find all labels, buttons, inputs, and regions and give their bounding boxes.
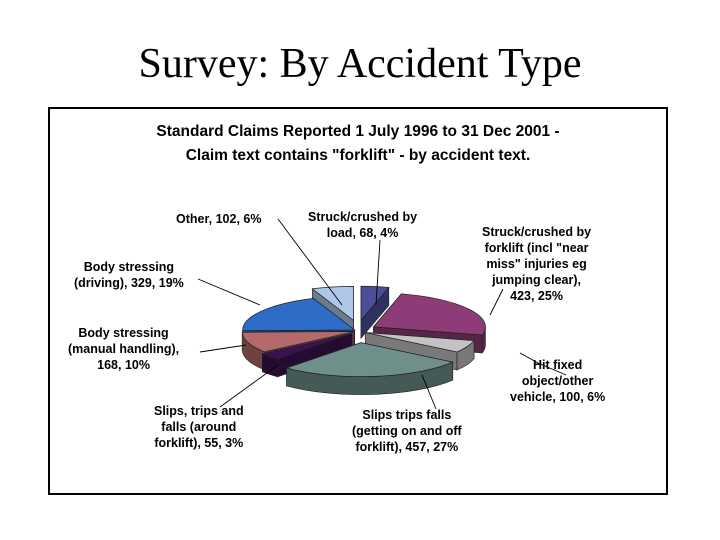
leader-line-struck-by-forklift: [489, 288, 504, 316]
pie-slice-top: [360, 285, 390, 322]
leader-line-body-stressing-manual: [199, 344, 247, 353]
slice-label-struck-by-forklift: Struck/crushed by forklift (incl "near m…: [482, 225, 592, 303]
slice-label-body-stressing-manual: Body stressing (manual handling), 168, 1…: [68, 326, 180, 372]
slice-label-struck-by-load: Struck/crushed by load, 68, 4%: [308, 210, 418, 240]
pie-slice-top: [241, 331, 355, 353]
pie-slice-slips-getting-on-off: [285, 342, 454, 395]
pie-slice-top: [311, 286, 354, 322]
leader-line-hit-fixed-object: [519, 352, 567, 376]
pie-chart: [197, 218, 567, 410]
pie-slice-top: [242, 298, 356, 332]
leader-line-body-stressing-driving: [197, 278, 261, 306]
slice-label-hit-fixed-object: Hit fixed object/other vehicle, 100, 6%: [510, 358, 606, 404]
slice-label-other: Other, 102, 6%: [176, 212, 262, 226]
slide-title: Survey: By Accident Type: [138, 41, 582, 87]
pie-slice-top: [261, 333, 353, 360]
pie-slice-top: [285, 342, 454, 377]
pie-slice-struck-by-load: [360, 285, 390, 340]
leader-line-struck-by-load: [375, 239, 381, 306]
slice-label-slips-getting-on-off: Slips trips falls (getting on and off fo…: [352, 408, 462, 454]
slice-label-body-stressing-driving: Body stressing (driving), 329, 19%: [74, 260, 184, 290]
pie-slice-top: [372, 293, 486, 336]
chart-frame: Standard Claims Reported 1 July 1996 to …: [48, 107, 668, 495]
leader-line-other: [277, 218, 343, 306]
leader-line-slips-around-forklift: [219, 364, 279, 408]
pie-slice-top: [365, 332, 475, 353]
chart-title: Standard Claims Reported 1 July 1996 to …: [156, 123, 560, 140]
slice-label-slips-around-forklift: Slips, trips and falls (around forklift)…: [154, 404, 244, 450]
chart-subtitle: Claim text contains "forklift" - by acci…: [185, 147, 531, 164]
leader-line-slips-getting-on-off: [421, 374, 437, 410]
